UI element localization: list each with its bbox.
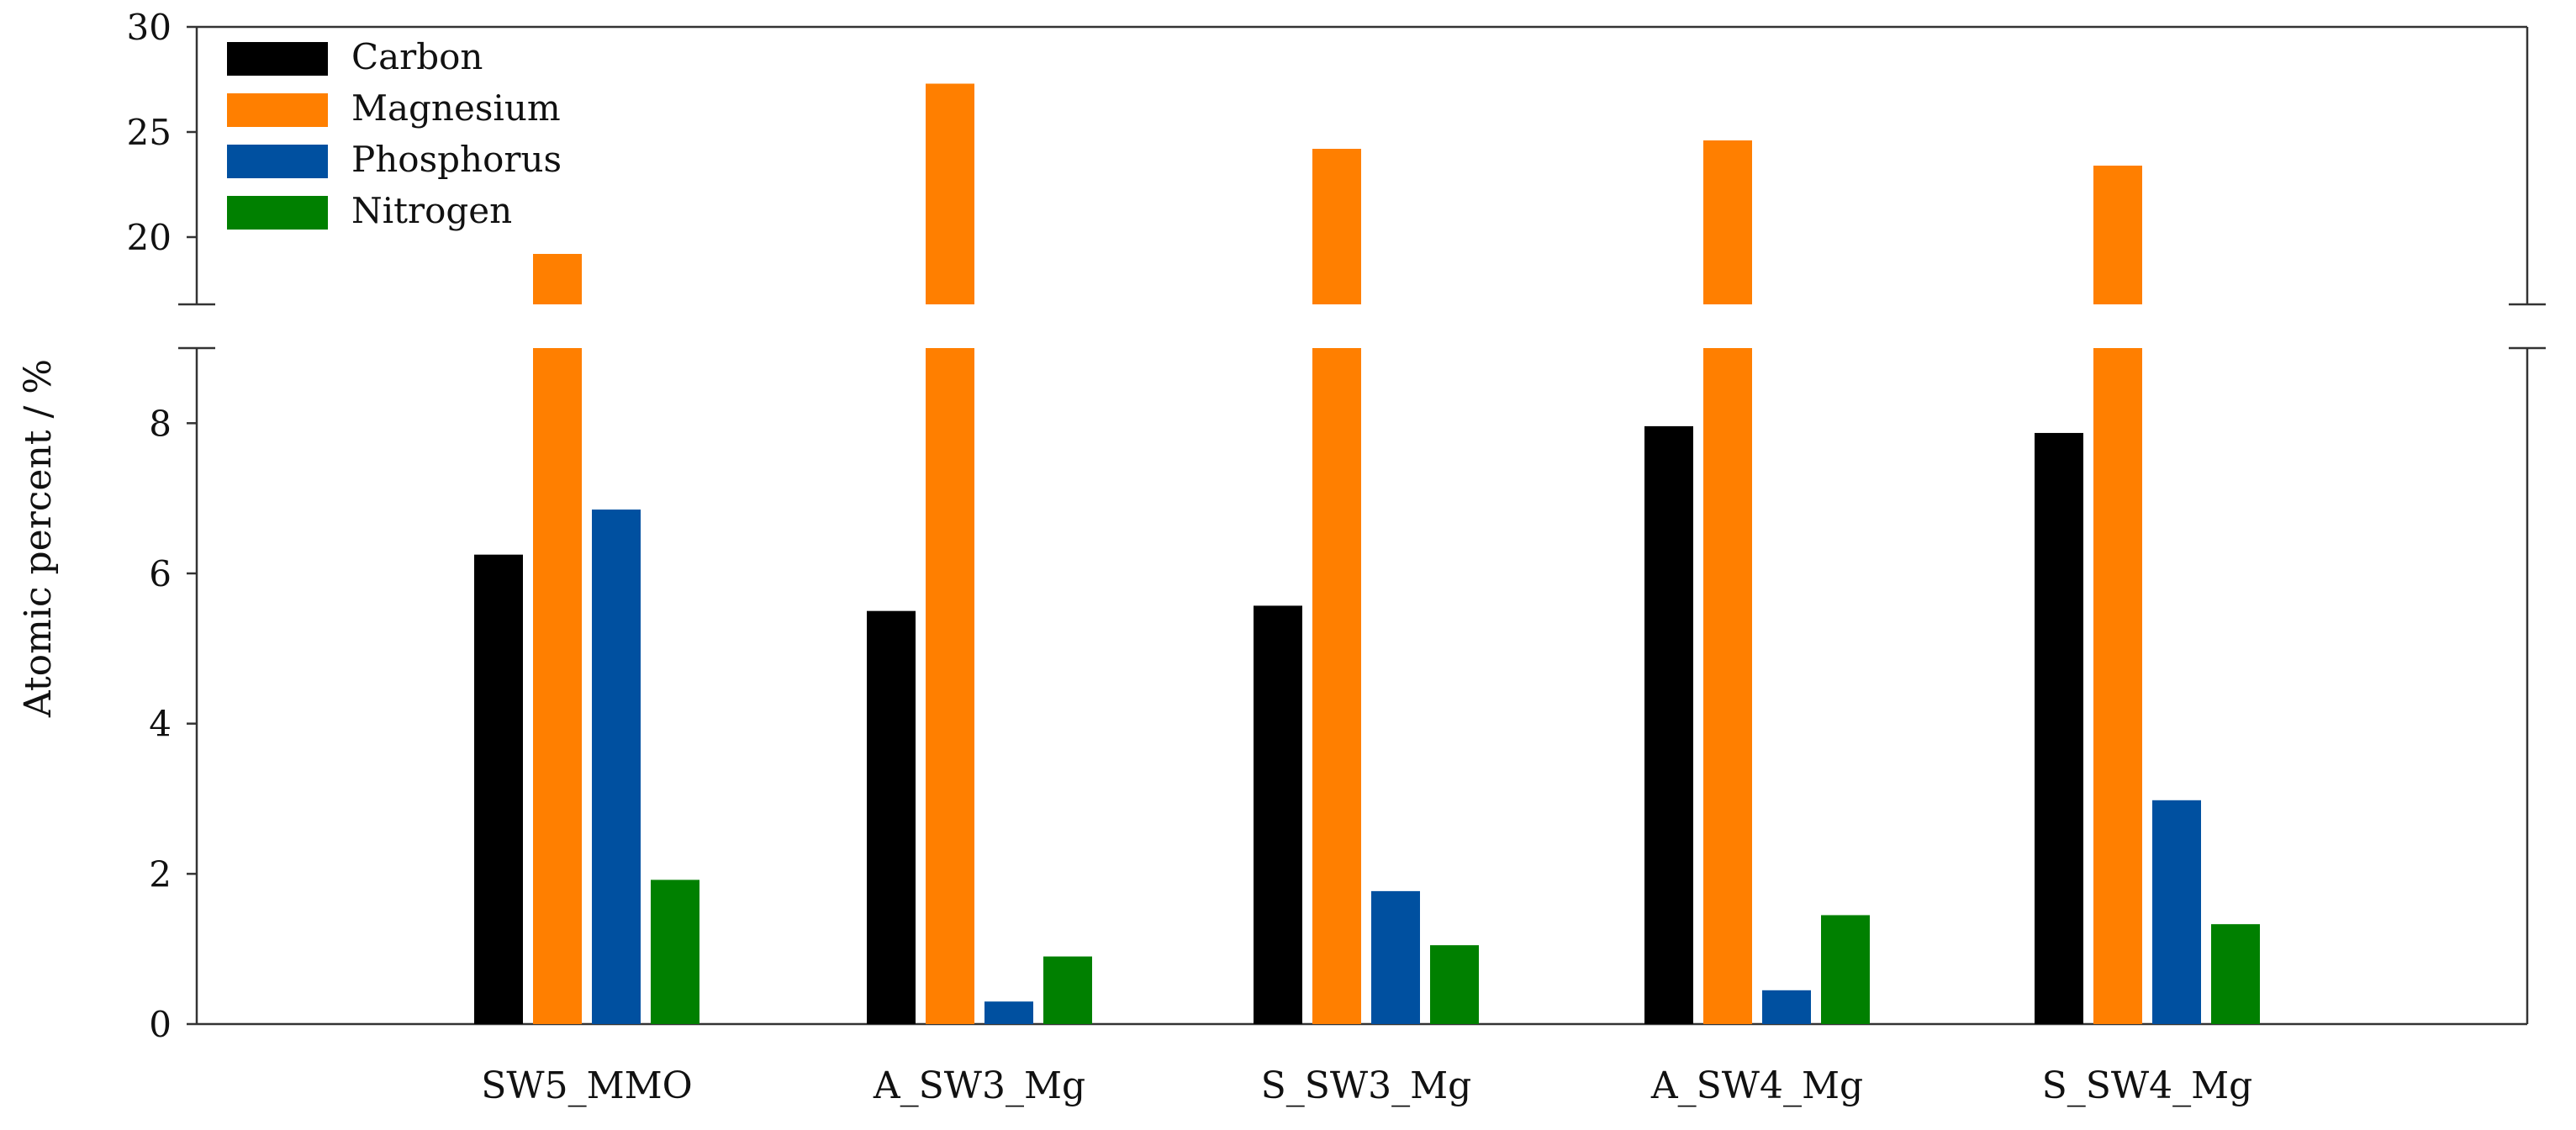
legend-label-magnesium: Magnesium	[351, 87, 561, 129]
bar-phosphorus-a_sw4_mg	[1762, 990, 1811, 1024]
bar-carbon-s_sw4_mg	[2035, 432, 2083, 1024]
bar-carbon-a_sw4_mg	[1644, 425, 1693, 1024]
ticks: 0 2 4 6 8 20 25 30	[127, 7, 197, 1045]
x-tick-label: SW5_MMO	[481, 1064, 693, 1107]
bar-magnesium-sw5_mmo-upper	[533, 254, 582, 304]
bar-magnesium-s_sw3_mg-lower	[1312, 348, 1361, 1024]
y-tick-label: 6	[149, 553, 172, 594]
bar-magnesium-a_sw3_mg-upper	[926, 83, 974, 304]
legend-swatch-phosphorus	[227, 145, 328, 178]
legend-label-nitrogen: Nitrogen	[351, 190, 512, 231]
legend-label-phosphorus: Phosphorus	[351, 139, 562, 180]
legend-swatch-carbon	[227, 42, 328, 76]
bar-magnesium-a_sw4_mg-upper	[1703, 140, 1752, 304]
bar-nitrogen-sw5_mmo	[651, 879, 699, 1024]
bar-carbon-sw5_mmo	[474, 554, 523, 1024]
bar-magnesium-s_sw4_mg-upper	[2093, 166, 2142, 304]
legend-label-carbon: Carbon	[351, 36, 483, 77]
y-tick-label: 25	[127, 112, 172, 153]
legend-swatch-magnesium	[227, 93, 328, 127]
bar-phosphorus-s_sw3_mg	[1371, 890, 1420, 1024]
bar-magnesium-s_sw4_mg-lower	[2093, 348, 2142, 1024]
x-tick-label: S_SW3_Mg	[1261, 1064, 1472, 1107]
x-tick-label: S_SW4_Mg	[2042, 1064, 2253, 1107]
bar-nitrogen-s_sw4_mg	[2211, 924, 2260, 1024]
bar-phosphorus-a_sw3_mg	[984, 1001, 1033, 1024]
x-tick-label: A_SW4_Mg	[1650, 1064, 1863, 1107]
y-tick-label: 20	[127, 217, 172, 258]
upper-axes	[195, 25, 2529, 304]
bars	[474, 83, 2260, 1024]
y-tick-label: 8	[149, 403, 172, 444]
legend-swatch-nitrogen	[227, 196, 328, 230]
legend: Carbon Magnesium Phosphorus Nitrogen	[227, 36, 562, 231]
bar-magnesium-s_sw3_mg-upper	[1312, 149, 1361, 304]
bar-magnesium-a_sw3_mg-lower	[926, 348, 974, 1024]
bar-phosphorus-s_sw4_mg	[2152, 800, 2201, 1024]
y-tick-label: 4	[149, 704, 172, 745]
bar-nitrogen-a_sw4_mg	[1821, 915, 1870, 1024]
y-tick-label: 0	[149, 1004, 172, 1045]
x-tick-labels: SW5_MMO A_SW3_Mg S_SW3_Mg A_SW4_Mg S_SW4_Mg	[481, 1064, 2252, 1107]
bar-phosphorus-sw5_mmo	[592, 510, 641, 1024]
bar-magnesium-sw5_mmo-lower	[533, 348, 582, 1024]
bar-carbon-a_sw3_mg	[867, 610, 916, 1024]
x-tick-label: A_SW3_Mg	[873, 1064, 1085, 1107]
bar-magnesium-a_sw4_mg-lower	[1703, 348, 1752, 1024]
y-tick-label: 30	[127, 7, 172, 48]
bar-nitrogen-a_sw3_mg	[1043, 956, 1092, 1024]
y-axis-label: Atomic percent / %	[17, 359, 60, 718]
bar-carbon-s_sw3_mg	[1254, 605, 1302, 1024]
y-tick-label: 2	[149, 853, 172, 895]
bar-nitrogen-s_sw3_mg	[1430, 945, 1479, 1024]
